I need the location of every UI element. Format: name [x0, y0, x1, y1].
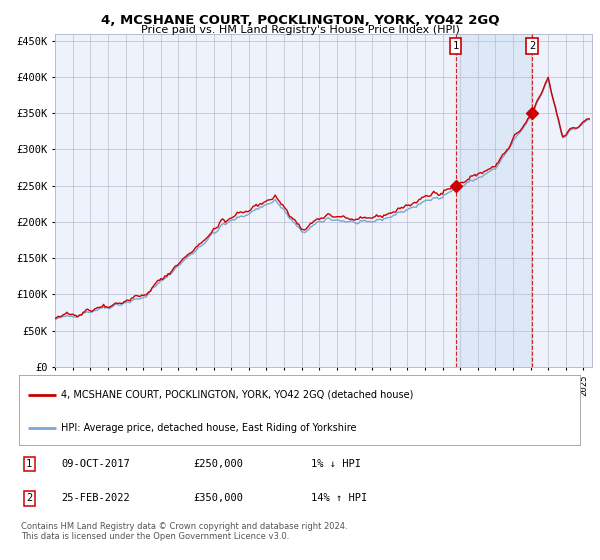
Text: 2: 2 [529, 41, 535, 51]
Text: Price paid vs. HM Land Registry's House Price Index (HPI): Price paid vs. HM Land Registry's House … [140, 25, 460, 35]
Text: 1: 1 [452, 41, 459, 51]
Text: 1% ↓ HPI: 1% ↓ HPI [311, 459, 361, 469]
Text: 4, MCSHANE COURT, POCKLINGTON, YORK, YO42 2GQ (detached house): 4, MCSHANE COURT, POCKLINGTON, YORK, YO4… [61, 390, 413, 400]
Text: 1: 1 [26, 459, 32, 469]
Text: 14% ↑ HPI: 14% ↑ HPI [311, 493, 367, 503]
Text: HPI: Average price, detached house, East Riding of Yorkshire: HPI: Average price, detached house, East… [61, 423, 357, 433]
Text: Contains HM Land Registry data © Crown copyright and database right 2024.
This d: Contains HM Land Registry data © Crown c… [21, 522, 347, 542]
Text: £250,000: £250,000 [193, 459, 243, 469]
Text: 4, MCSHANE COURT, POCKLINGTON, YORK, YO42 2GQ: 4, MCSHANE COURT, POCKLINGTON, YORK, YO4… [101, 14, 499, 27]
Text: 09-OCT-2017: 09-OCT-2017 [61, 459, 130, 469]
Text: 25-FEB-2022: 25-FEB-2022 [61, 493, 130, 503]
Bar [456, 34, 532, 367]
Text: 2: 2 [26, 493, 32, 503]
Text: £350,000: £350,000 [193, 493, 243, 503]
